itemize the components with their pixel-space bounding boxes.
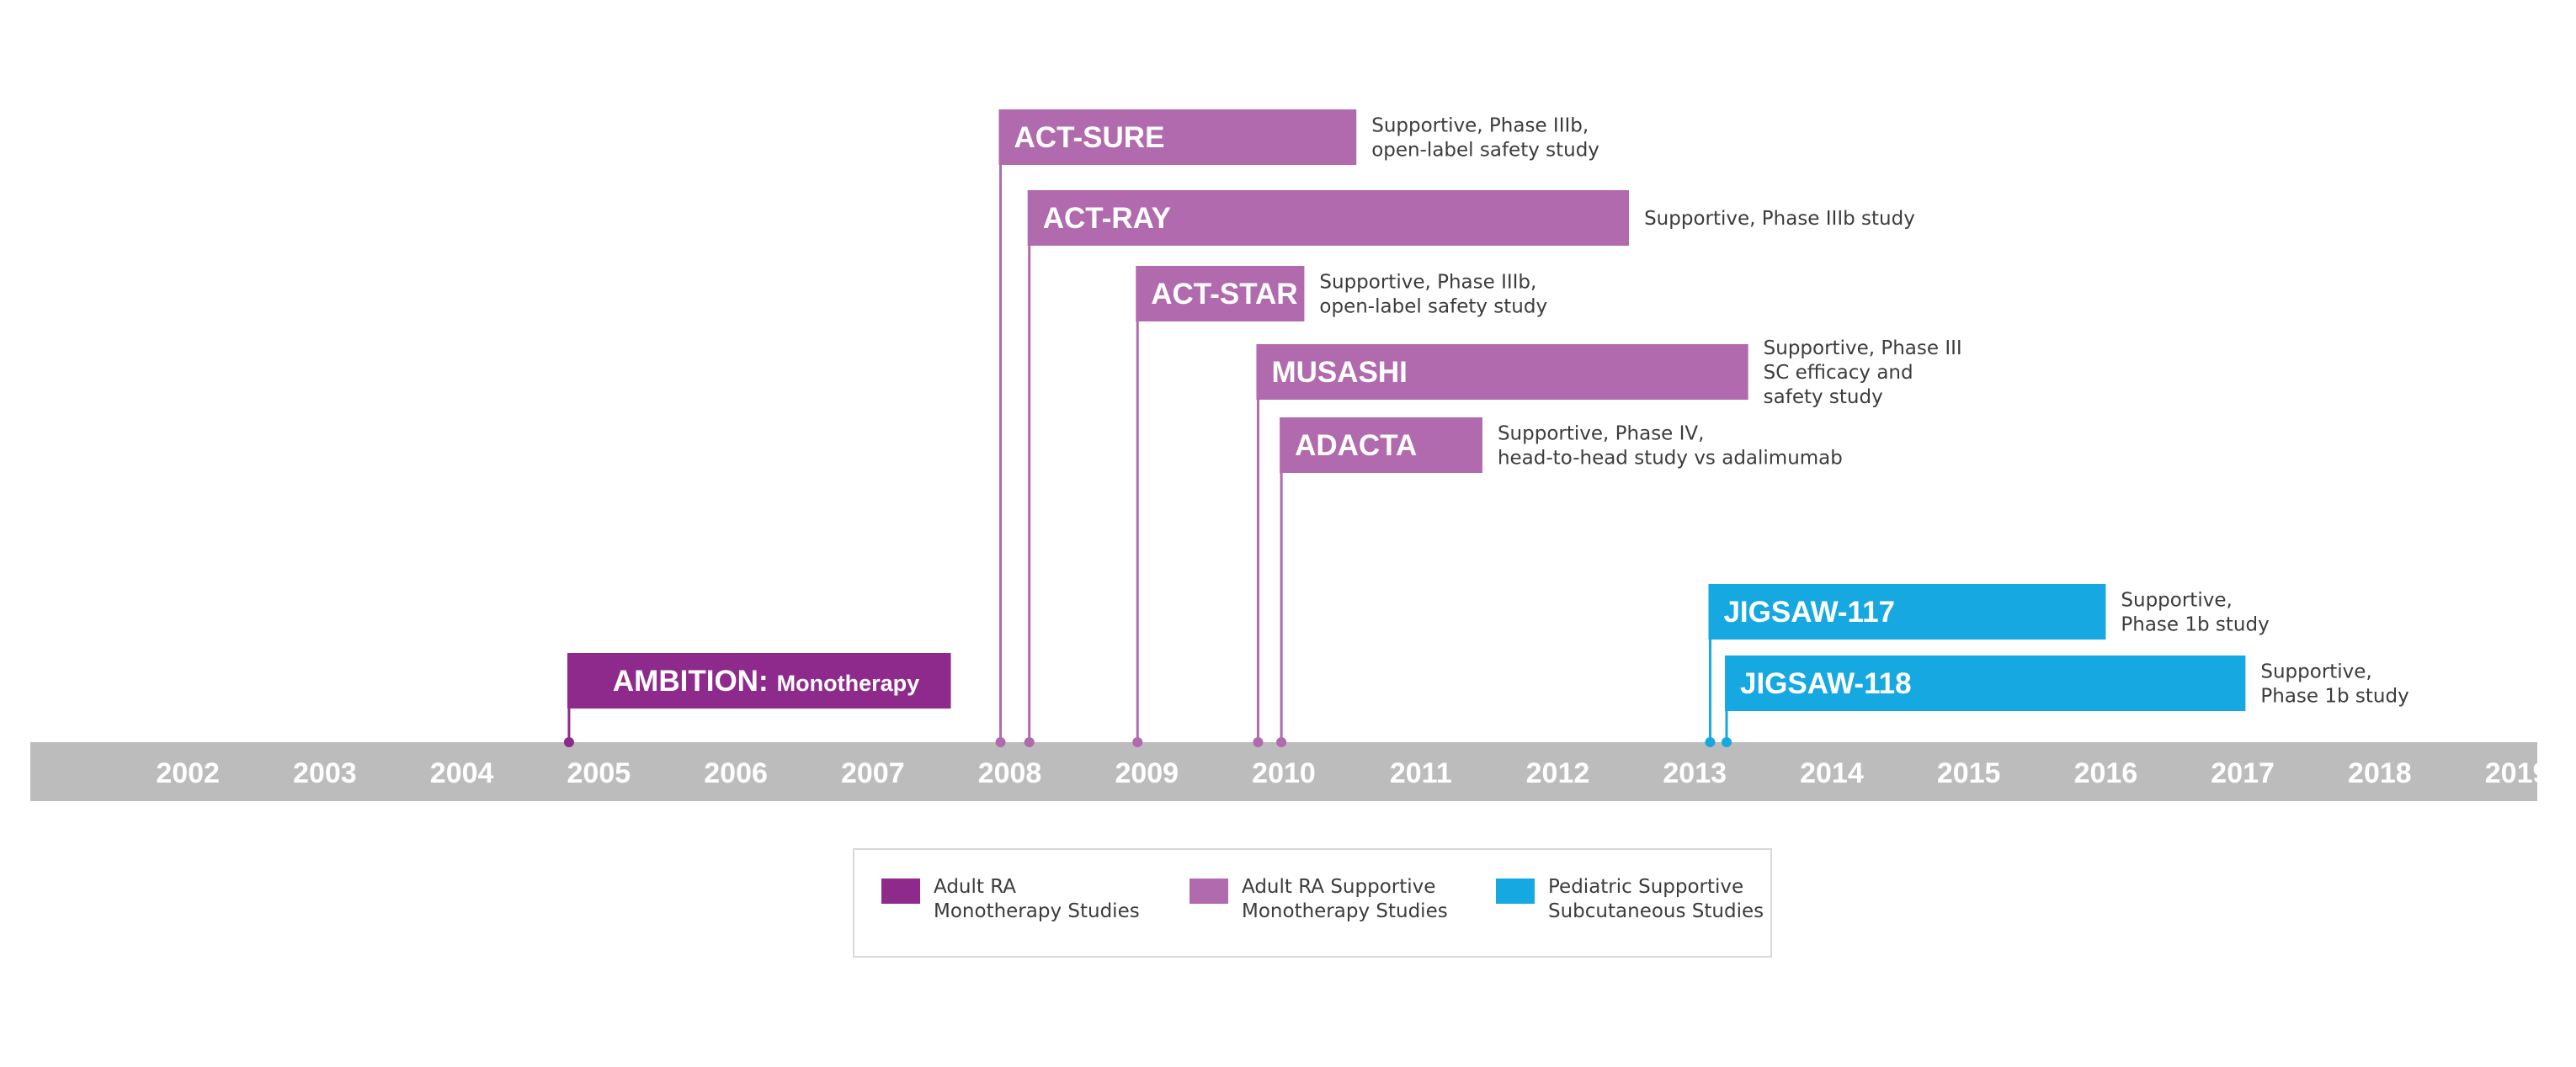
act-ray-label: ACT-RAY bbox=[1043, 202, 1171, 235]
study-stems bbox=[563, 109, 1732, 747]
act-sure-bar bbox=[998, 109, 1357, 165]
year-label-2008: 2008 bbox=[978, 757, 1042, 789]
year-label-2007: 2007 bbox=[841, 757, 905, 789]
year-label-2009: 2009 bbox=[1115, 757, 1179, 789]
legend-item-supportive: Adult RA Supportive Monotherapy Studies bbox=[1190, 876, 1448, 924]
jigsaw-118-description-line: Phase 1b study bbox=[2260, 686, 2408, 708]
act-sure-description-line: open-label safety study bbox=[1371, 140, 1599, 162]
year-label-2006: 2006 bbox=[704, 757, 768, 789]
act-sure-description-line: Supportive, Phase IIIb, bbox=[1371, 115, 1589, 137]
year-label-2013: 2013 bbox=[1663, 757, 1727, 789]
jigsaw-118-label: JIGSAW-118 bbox=[1740, 667, 1912, 700]
year-label-2010: 2010 bbox=[1252, 757, 1316, 789]
year-label-2015: 2015 bbox=[1937, 757, 2001, 789]
jigsaw-117-bar bbox=[1708, 584, 2106, 640]
act-star-bar bbox=[1136, 266, 1305, 321]
act-ray-description-line: Supportive, Phase IIIb study bbox=[1644, 208, 1915, 230]
legend-label-monotherapy: Adult RA Monotherapy Studies bbox=[934, 876, 1140, 922]
musashi-description-line: Supportive, Phase III bbox=[1764, 337, 1962, 359]
year-label-2019: 2019 bbox=[2485, 757, 2549, 789]
musashi-description-line: SC efficacy and bbox=[1764, 362, 1913, 384]
jigsaw-118-stem-dot bbox=[1721, 737, 1732, 747]
year-label-2002: 2002 bbox=[156, 757, 220, 789]
act-star-description-line: Supportive, Phase IIIb, bbox=[1319, 272, 1536, 294]
act-ray-bar bbox=[1027, 190, 1630, 246]
year-label-2014: 2014 bbox=[1800, 757, 1864, 789]
ambition-stem-dot bbox=[563, 737, 574, 747]
jigsaw-118-bar bbox=[1724, 656, 2246, 711]
study-bars: AMBITION: Monotherapy ACT-SURE Supportive, … bbox=[567, 109, 2409, 711]
musashi-stem-dot bbox=[1253, 737, 1264, 747]
musashi-description-line: safety study bbox=[1764, 386, 1883, 408]
legend: Adult RA Monotherapy Studies Adult RA Su… bbox=[853, 848, 1772, 958]
legend-item-monotherapy: Adult RA Monotherapy Studies bbox=[881, 876, 1140, 924]
adacta-description-line: head-to-head study vs adalimumab bbox=[1498, 448, 1843, 470]
year-label-2017: 2017 bbox=[2211, 757, 2275, 789]
adacta-stem-dot bbox=[1276, 737, 1287, 747]
jigsaw-117-description-line: Supportive, bbox=[2121, 590, 2232, 612]
jigsaw-117-label: JIGSAW-117 bbox=[1723, 596, 1895, 629]
legend-swatch-pediatric bbox=[1496, 879, 1535, 904]
year-label-2016: 2016 bbox=[2074, 757, 2138, 789]
year-label-2018: 2018 bbox=[2348, 757, 2412, 789]
act-star-label: ACT-STAR bbox=[1151, 278, 1297, 311]
year-label-2004: 2004 bbox=[430, 757, 494, 789]
ambition-label: AMBITION: Monotherapy bbox=[613, 665, 919, 698]
act-star-description-line: open-label safety study bbox=[1319, 296, 1547, 318]
year-label-2011: 2011 bbox=[1390, 757, 1452, 789]
year-axis-band bbox=[30, 742, 2537, 801]
jigsaw-117-description-line: Phase 1b study bbox=[2121, 614, 2269, 636]
year-label-2003: 2003 bbox=[293, 757, 357, 789]
musashi-label: MUSASHI bbox=[1271, 356, 1407, 389]
adacta-description-line: Supportive, Phase IV, bbox=[1498, 423, 1705, 445]
act-star-stem-dot bbox=[1132, 737, 1143, 747]
adacta-label: ADACTA bbox=[1295, 429, 1417, 462]
legend-label-pediatric: Pediatric Supportive Subcutaneous Studie… bbox=[1548, 876, 1764, 922]
ambition-bar bbox=[567, 653, 951, 709]
year-label-2012: 2012 bbox=[1526, 757, 1590, 789]
act-sure-stem-dot bbox=[995, 737, 1006, 747]
jigsaw-117-stem-dot bbox=[1705, 737, 1716, 747]
legend-swatch-monotherapy bbox=[881, 879, 920, 904]
legend-label-supportive: Adult RA Supportive Monotherapy Studies bbox=[1242, 876, 1448, 922]
act-ray-stem-dot bbox=[1024, 737, 1035, 747]
legend-item-pediatric: Pediatric Supportive Subcutaneous Studie… bbox=[1496, 876, 1764, 924]
legend-swatch-supportive bbox=[1190, 879, 1228, 904]
year-label-2005: 2005 bbox=[567, 757, 631, 789]
adacta-bar bbox=[1280, 417, 1482, 473]
year-labels: 2002 2003 2004 2005 2006 2007 2008 2009 2010 2011… bbox=[156, 757, 2548, 789]
act-sure-label: ACT-SURE bbox=[1014, 121, 1165, 154]
jigsaw-118-description-line: Supportive, bbox=[2260, 661, 2371, 683]
musashi-bar bbox=[1256, 344, 1748, 400]
